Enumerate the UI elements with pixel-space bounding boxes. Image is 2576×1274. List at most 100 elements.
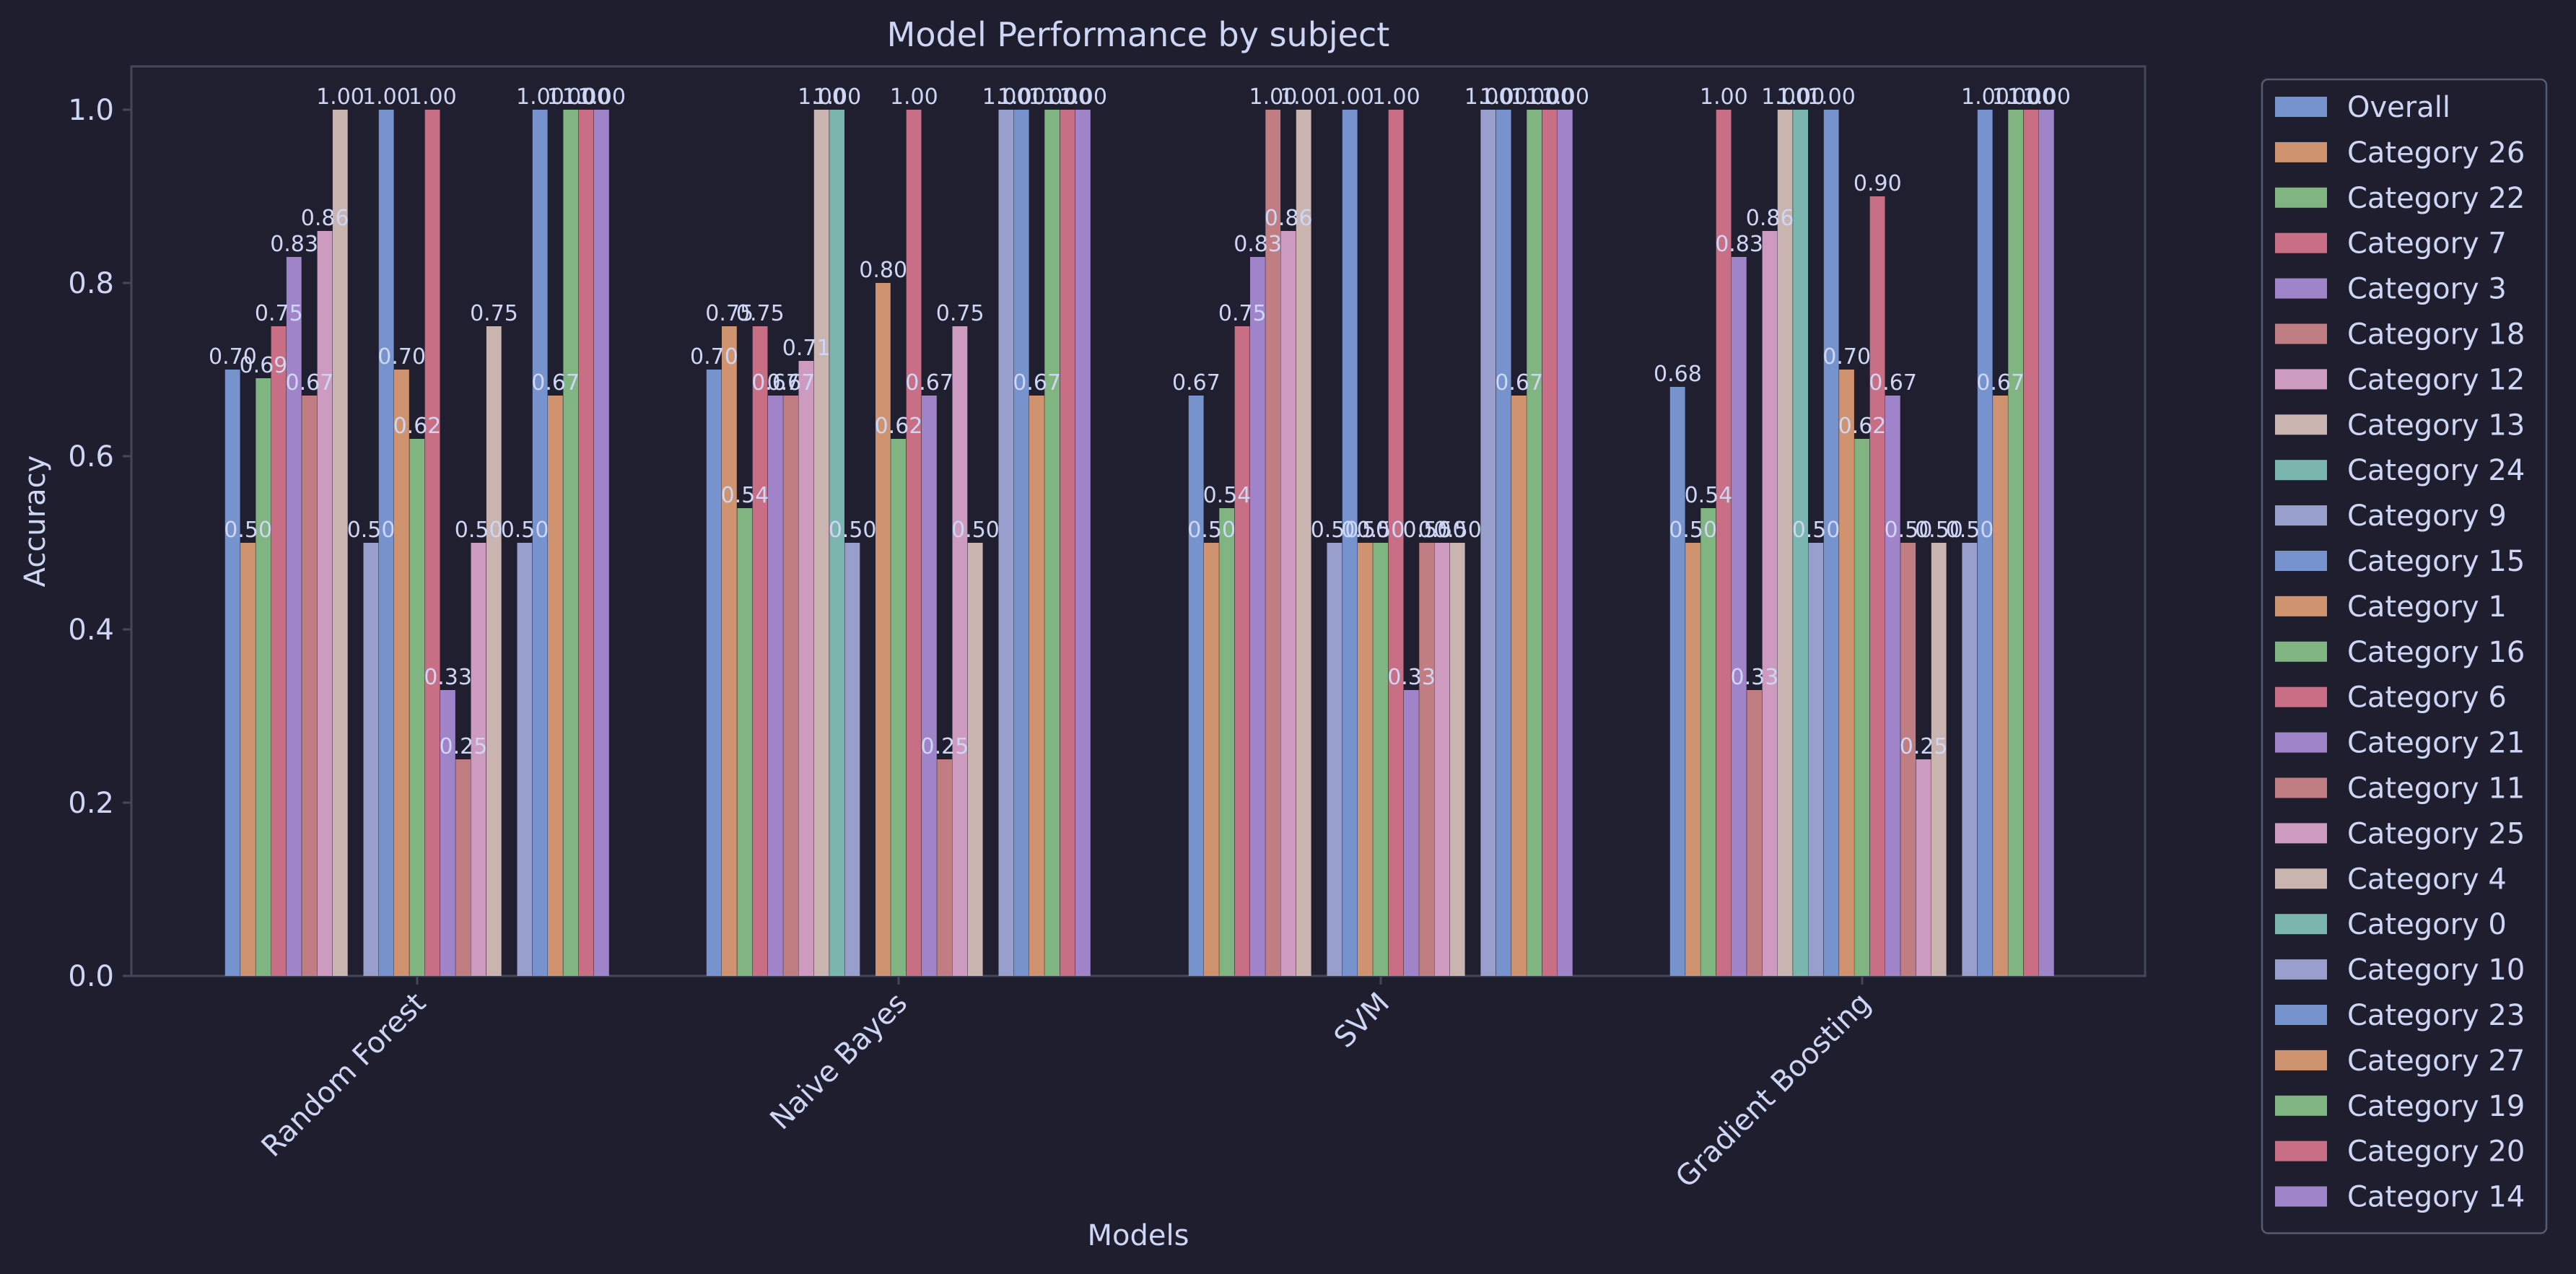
bar bbox=[1449, 543, 1465, 976]
bar bbox=[813, 110, 829, 976]
bar-value-label: 0.50 bbox=[1669, 518, 1717, 543]
bar-value-label: 0.86 bbox=[1265, 206, 1313, 231]
legend-entry-label: Category 22 bbox=[2347, 182, 2525, 215]
bar-value-label: 0.67 bbox=[1869, 370, 1917, 396]
legend-swatch bbox=[2275, 369, 2327, 390]
bar-value-label: 0.67 bbox=[905, 370, 953, 396]
bar bbox=[1685, 543, 1700, 976]
bar bbox=[363, 543, 379, 976]
bar bbox=[1762, 231, 1778, 976]
bar bbox=[1900, 543, 1916, 976]
bar-value-label: 0.75 bbox=[255, 301, 303, 326]
bar bbox=[271, 326, 287, 976]
bar bbox=[1669, 387, 1685, 976]
bar-value-label: 1.00 bbox=[316, 84, 364, 110]
bar-value-label: 0.33 bbox=[1387, 665, 1436, 690]
bar-value-label: 0.67 bbox=[767, 370, 816, 396]
legend-swatch bbox=[2275, 1186, 2327, 1207]
bar bbox=[1280, 231, 1296, 976]
bar-value-label: 1.00 bbox=[1526, 84, 1574, 110]
bar bbox=[486, 326, 502, 976]
bar bbox=[783, 396, 799, 976]
bar-value-label: 0.50 bbox=[1915, 518, 1963, 543]
bar-value-label: 0.90 bbox=[1854, 171, 1902, 196]
bar bbox=[922, 396, 937, 976]
bar-value-label: 1.00 bbox=[362, 84, 411, 110]
legend-entry-label: Category 6 bbox=[2347, 681, 2507, 715]
bar-value-label: 0.71 bbox=[782, 336, 831, 361]
bar-value-label: 1.00 bbox=[1992, 84, 2040, 110]
bar-value-label: 1.00 bbox=[1464, 84, 1513, 110]
legend-entry-label: Category 27 bbox=[2347, 1044, 2525, 1078]
bar-value-label: 1.00 bbox=[890, 84, 938, 110]
legend-swatch bbox=[2275, 460, 2327, 481]
bar-value-label: 1.00 bbox=[1280, 84, 1328, 110]
legend-entry-label: Category 23 bbox=[2347, 999, 2525, 1032]
bar bbox=[722, 326, 737, 976]
bar bbox=[1700, 508, 1716, 976]
bar-value-label: 0.68 bbox=[1654, 362, 1702, 387]
bar bbox=[1250, 257, 1265, 976]
legend-swatch bbox=[2275, 232, 2327, 253]
bar-value-label: 0.50 bbox=[1311, 518, 1359, 543]
bar-value-label: 1.00 bbox=[1059, 84, 1107, 110]
legend-swatch bbox=[2275, 278, 2327, 299]
bar-value-label: 0.50 bbox=[501, 518, 549, 543]
bar bbox=[906, 110, 922, 976]
legend-entry-label: Category 1 bbox=[2347, 590, 2507, 624]
x-axis-label: Models bbox=[1088, 1219, 1189, 1252]
bar-value-label: 0.54 bbox=[1685, 483, 1733, 508]
bar bbox=[1296, 110, 1311, 976]
bars-layer bbox=[224, 110, 2054, 976]
bar-value-label: 0.62 bbox=[875, 414, 923, 439]
bar bbox=[1527, 110, 1542, 976]
legend-swatch bbox=[2275, 1005, 2327, 1025]
bar-value-label: 0.50 bbox=[1357, 518, 1405, 543]
legend-swatch bbox=[2275, 595, 2327, 616]
bar bbox=[2008, 110, 2024, 976]
bar bbox=[256, 378, 271, 976]
bar-value-label: 1.00 bbox=[1480, 84, 1528, 110]
legend-swatch bbox=[2275, 551, 2327, 571]
bar bbox=[317, 231, 333, 976]
bar bbox=[1204, 543, 1219, 976]
bar bbox=[1327, 543, 1342, 976]
bar-value-label: 0.54 bbox=[1203, 483, 1252, 508]
bar bbox=[224, 370, 240, 976]
legend-swatch bbox=[2275, 1140, 2327, 1161]
legend-entry-label: Category 11 bbox=[2347, 772, 2525, 806]
bar-value-label: 1.00 bbox=[1372, 84, 1420, 110]
bar bbox=[1029, 396, 1044, 976]
bar bbox=[594, 110, 609, 976]
bar bbox=[1219, 508, 1235, 976]
bar-value-label: 0.50 bbox=[1403, 518, 1451, 543]
legend-entry-label: Category 0 bbox=[2347, 908, 2507, 941]
bar bbox=[471, 543, 486, 976]
bar bbox=[1869, 196, 1885, 976]
y-tick-label: 1.0 bbox=[68, 94, 114, 127]
bar bbox=[1731, 257, 1747, 976]
legend-swatch bbox=[2275, 505, 2327, 526]
y-tick-label: 0.6 bbox=[68, 440, 114, 474]
bar-value-label: 0.70 bbox=[1822, 344, 1871, 370]
bar-value-label: 0.50 bbox=[829, 518, 877, 543]
bar bbox=[455, 759, 471, 976]
bar bbox=[1188, 396, 1204, 976]
bar bbox=[798, 361, 814, 976]
legend-entry-label: Category 26 bbox=[2347, 136, 2525, 170]
bar bbox=[876, 283, 891, 976]
bar bbox=[1234, 326, 1250, 976]
bar-value-label: 1.00 bbox=[577, 84, 626, 110]
bar bbox=[1931, 543, 1947, 976]
bar bbox=[424, 110, 440, 976]
bar-value-label: 0.83 bbox=[1234, 232, 1282, 257]
bar bbox=[1823, 110, 1839, 976]
bar-value-label: 1.00 bbox=[813, 84, 861, 110]
bar bbox=[2023, 110, 2039, 976]
bar bbox=[1060, 110, 1075, 976]
bar-value-label: 0.33 bbox=[1731, 665, 1779, 690]
bar bbox=[1496, 110, 1511, 976]
bar-value-label: 0.50 bbox=[224, 518, 272, 543]
legend-swatch bbox=[2275, 959, 2327, 980]
bar-value-label: 0.25 bbox=[921, 734, 969, 759]
